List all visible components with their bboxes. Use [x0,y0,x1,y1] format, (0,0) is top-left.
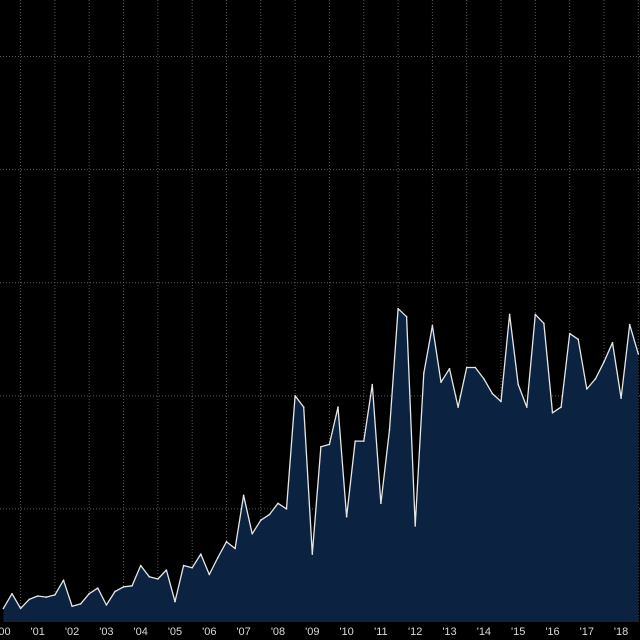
data-point [568,332,571,335]
data-point [148,576,151,578]
data-point [88,592,90,595]
data-point [277,502,279,505]
data-point [11,592,13,595]
data-point [320,445,322,448]
data-point [260,519,262,521]
x-tick-label: '10 [339,626,353,638]
data-point [19,607,22,610]
data-point [182,564,185,567]
data-point [397,307,399,310]
x-tick-label: '09 [305,626,319,638]
data-point [251,533,253,535]
data-point [45,596,48,598]
x-tick-label: '06 [202,626,216,638]
data-point [285,508,288,510]
data-point [423,372,425,375]
data-point [105,604,108,606]
data-point [54,594,56,596]
data-point [114,590,116,593]
data-point [517,383,519,386]
data-point [28,598,31,601]
data-point [628,323,631,326]
data-point [174,600,176,603]
x-tick-label: '18 [614,626,628,638]
data-point [337,406,339,408]
data-point [242,494,245,497]
data-point [294,395,296,397]
data-point [526,406,528,408]
data-point [551,412,554,414]
data-point [328,443,331,446]
data-point [500,400,502,403]
data-point [79,603,82,605]
data-point [2,607,5,610]
data-point [36,595,39,597]
data-point [268,513,271,516]
data-point [380,502,382,505]
data-point [414,525,417,527]
data-point [165,569,168,571]
data-point [491,392,494,395]
x-tick-label: '02 [65,626,79,638]
data-point [131,585,133,587]
data-point [363,440,365,442]
x-tick-label: '08 [271,626,285,638]
data-point [448,367,451,370]
data-point [191,566,193,569]
data-point [483,378,485,380]
x-tick-label: '07 [236,626,250,638]
data-point [603,361,605,363]
data-point [620,397,622,399]
x-axis-band [0,622,640,640]
x-tick-label: '03 [99,626,113,638]
x-tick-label: '13 [442,626,456,638]
data-point [122,586,125,588]
data-point [586,388,588,390]
data-point [62,579,65,581]
data-point [534,313,537,316]
x-tick-label: '00 [0,626,11,638]
x-tick-label: '15 [511,626,525,638]
data-point [97,587,99,589]
data-point [345,516,348,518]
data-point [560,406,562,408]
data-point [440,381,442,384]
x-tick-label: '14 [477,626,491,638]
data-point [157,578,159,580]
x-tick-label: '17 [580,626,594,638]
data-point [354,440,357,442]
data-point [311,553,314,555]
data-point [139,564,142,567]
data-point [208,573,211,576]
data-point [611,341,614,344]
x-tick-label: '16 [545,626,559,638]
data-point [508,313,511,316]
data-point [474,366,477,369]
data-point [577,338,579,341]
data-point [234,547,236,550]
x-axis-ticks: '00 '01 '02 '03 '04 '05 '06 '07 '08 '09 '10 '11 '12 '… [0,626,628,638]
data-point [637,353,640,355]
data-point [302,406,305,408]
x-tick-label: '11 [374,626,388,638]
data-point [594,378,597,380]
data-point [457,406,459,408]
data-point [225,540,228,543]
data-point [388,428,391,431]
x-tick-label: '05 [168,626,182,638]
area-fill [3,308,639,622]
x-tick-label: '12 [408,626,422,638]
x-tick-label: '04 [134,626,148,638]
data-point [371,383,374,386]
x-tick-label: '01 [31,626,45,638]
data-point [465,366,468,369]
data-point [71,605,73,607]
data-point [431,324,434,327]
data-point [217,556,219,559]
data-point [405,315,408,318]
data-point [200,553,202,555]
data-points [2,307,640,610]
data-point [543,322,545,325]
